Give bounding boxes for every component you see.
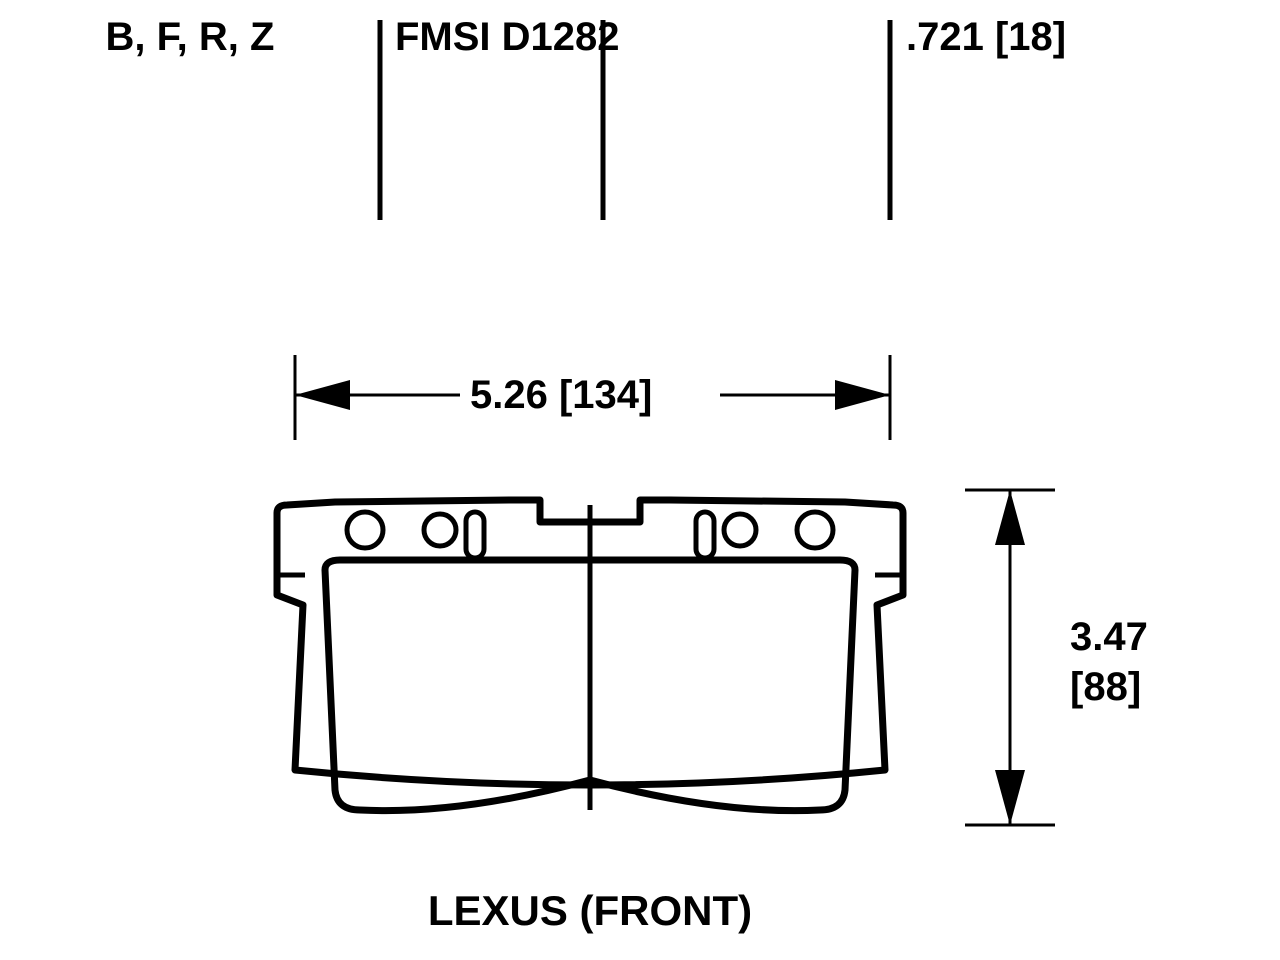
header-thickness: .721 [18] <box>906 15 1066 59</box>
width-dimension: 5.26 [134] <box>470 373 652 417</box>
header-compounds: B, F, R, Z <box>106 15 275 59</box>
height-dimension-mm: [88] <box>1070 665 1141 709</box>
header-fmsi: FMSI D1282 <box>395 15 620 59</box>
title: LEXUS (FRONT) <box>428 887 752 934</box>
height-dimension-in: 3.47 <box>1070 615 1148 659</box>
